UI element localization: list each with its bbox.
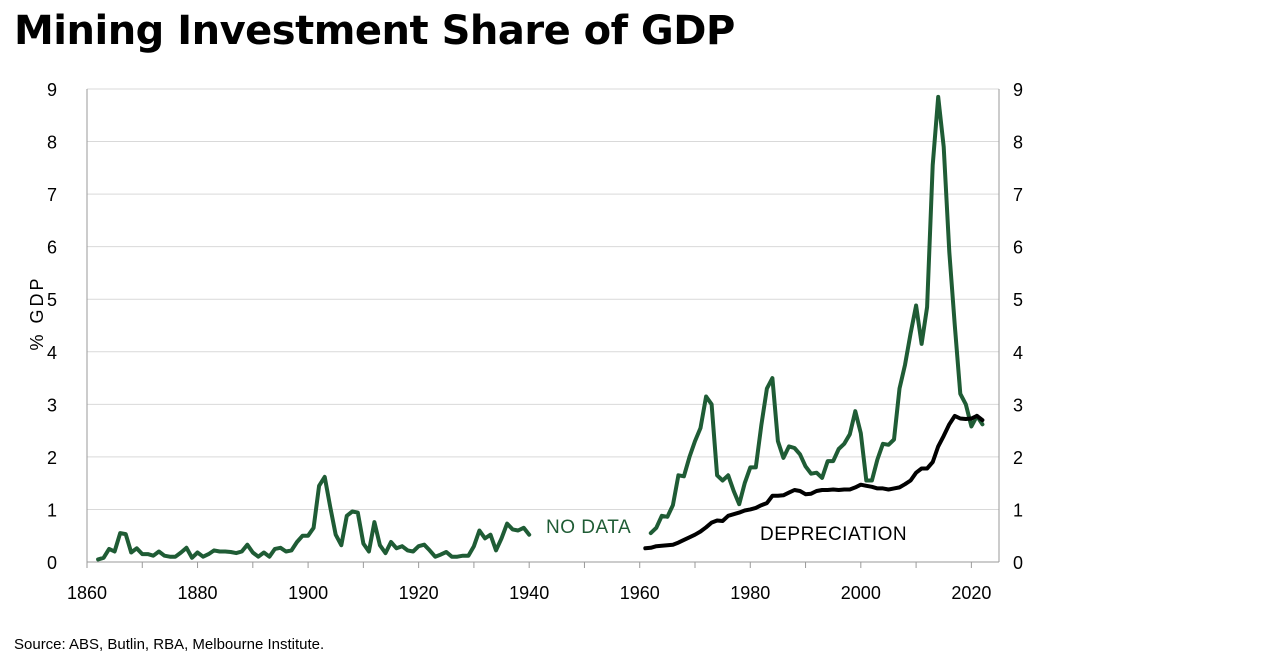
x-tick-label: 1980: [730, 583, 770, 603]
x-tick-label: 1880: [178, 583, 218, 603]
x-tick-label: 1960: [620, 583, 660, 603]
y-tick-label-left: 7: [47, 185, 57, 205]
y-tick-label-right: 3: [1013, 395, 1023, 415]
y-tick-label-right: 0: [1013, 553, 1023, 573]
x-tick-label: 1900: [288, 583, 328, 603]
x-tick-label: 1940: [509, 583, 549, 603]
x-tick-label: 1920: [399, 583, 439, 603]
x-tick-label: 1860: [67, 583, 107, 603]
y-tick-label-left: 0: [47, 553, 57, 573]
x-tick-label: 2020: [951, 583, 991, 603]
y-tick-label-right: 9: [1013, 80, 1023, 100]
y-tick-label-right: 8: [1013, 133, 1023, 153]
y-tick-label-right: 4: [1013, 343, 1023, 363]
y-tick-label-right: 2: [1013, 448, 1023, 468]
y-tick-label-left: 2: [47, 448, 57, 468]
no-data-annotation: NO DATA: [546, 517, 631, 538]
y-tick-label-left: 4: [47, 343, 57, 363]
y-tick-label-left: 8: [47, 133, 57, 153]
y-tick-label-right: 5: [1013, 290, 1023, 310]
y-tick-label-left: 1: [47, 500, 57, 520]
y-axis-label: % GDP: [27, 275, 47, 350]
y-tick-label-left: 6: [47, 238, 57, 258]
y-tick-label-right: 1: [1013, 500, 1023, 520]
depreciation-annotation: DEPRECIATION: [760, 524, 907, 545]
mining-investment-line: [96, 474, 532, 562]
mining-investment-line: [648, 94, 985, 536]
y-tick-label-right: 7: [1013, 185, 1023, 205]
y-tick-label-right: 6: [1013, 238, 1023, 258]
y-tick-label-left: 3: [47, 395, 57, 415]
depreciation-line: [643, 413, 985, 551]
y-tick-label-left: 9: [47, 80, 57, 100]
source-note: Source: ABS, Butlin, RBA, Melbourne Inst…: [14, 636, 325, 653]
y-tick-label-left: 5: [47, 290, 57, 310]
x-tick-label: 2000: [841, 583, 881, 603]
chart-title: Mining Investment Share of GDP: [14, 8, 735, 54]
